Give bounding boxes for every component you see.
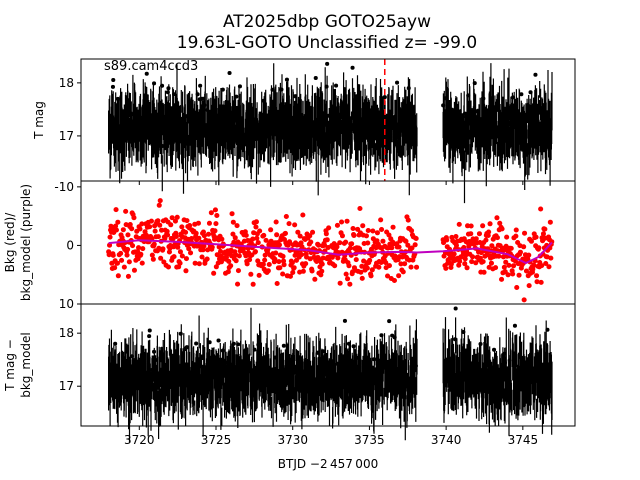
bottom-frame: [80, 303, 576, 427]
y-tick-label: 17: [59, 379, 74, 393]
bottom-ylabel: bkg_model: [19, 332, 33, 398]
bkg-points: [106, 198, 555, 303]
x-tick-label: 3735: [354, 433, 385, 447]
bottom-ylabel: T mag −: [3, 339, 17, 392]
panel-top: 17 18 T mag s89.cam4ccd3: [32, 58, 576, 204]
y-tick-label: 17: [59, 129, 74, 143]
y-tick-label: 18: [59, 326, 74, 340]
bottom-errorbars: [108, 307, 553, 443]
panel-middle: -10 0 10 Bkg (red)/bkg_model (purple): [3, 180, 576, 311]
y-tick-label: 18: [59, 76, 74, 90]
y-tick-label: 0: [66, 238, 74, 252]
middle-ylabel: bkg_model (purple): [19, 184, 33, 301]
x-tick-label: 3720: [124, 433, 155, 447]
figure-title-line2: 19.63L-GOTO Unclassified z= -99.0: [177, 33, 477, 53]
middle-ylabel: Bkg (red)/: [3, 212, 17, 273]
top-points: [110, 61, 546, 148]
x-tick-label: 3745: [508, 433, 539, 447]
bottom-points: [110, 306, 550, 390]
y-tick-label: -10: [54, 180, 74, 194]
x-tick-label: 3730: [277, 433, 308, 447]
ccd-annotation: s89.cam4ccd3: [104, 59, 198, 74]
x-tick-label: 3725: [201, 433, 232, 447]
x-axis-label: BTJD −2 457 000: [278, 457, 378, 471]
panel-bottom: 17 18 T mag − bkg_model 3720 3725 3730 3735 3740…: [3, 303, 576, 447]
bkg-model-line: [108, 239, 553, 265]
top-ylabel: T mag: [32, 101, 46, 140]
figure-title-line1: AT2025dbp GOTO25ayw: [223, 12, 431, 32]
top-errorbars: [108, 63, 553, 204]
y-tick-label: 10: [59, 297, 74, 311]
x-tick-label: 3740: [431, 433, 462, 447]
